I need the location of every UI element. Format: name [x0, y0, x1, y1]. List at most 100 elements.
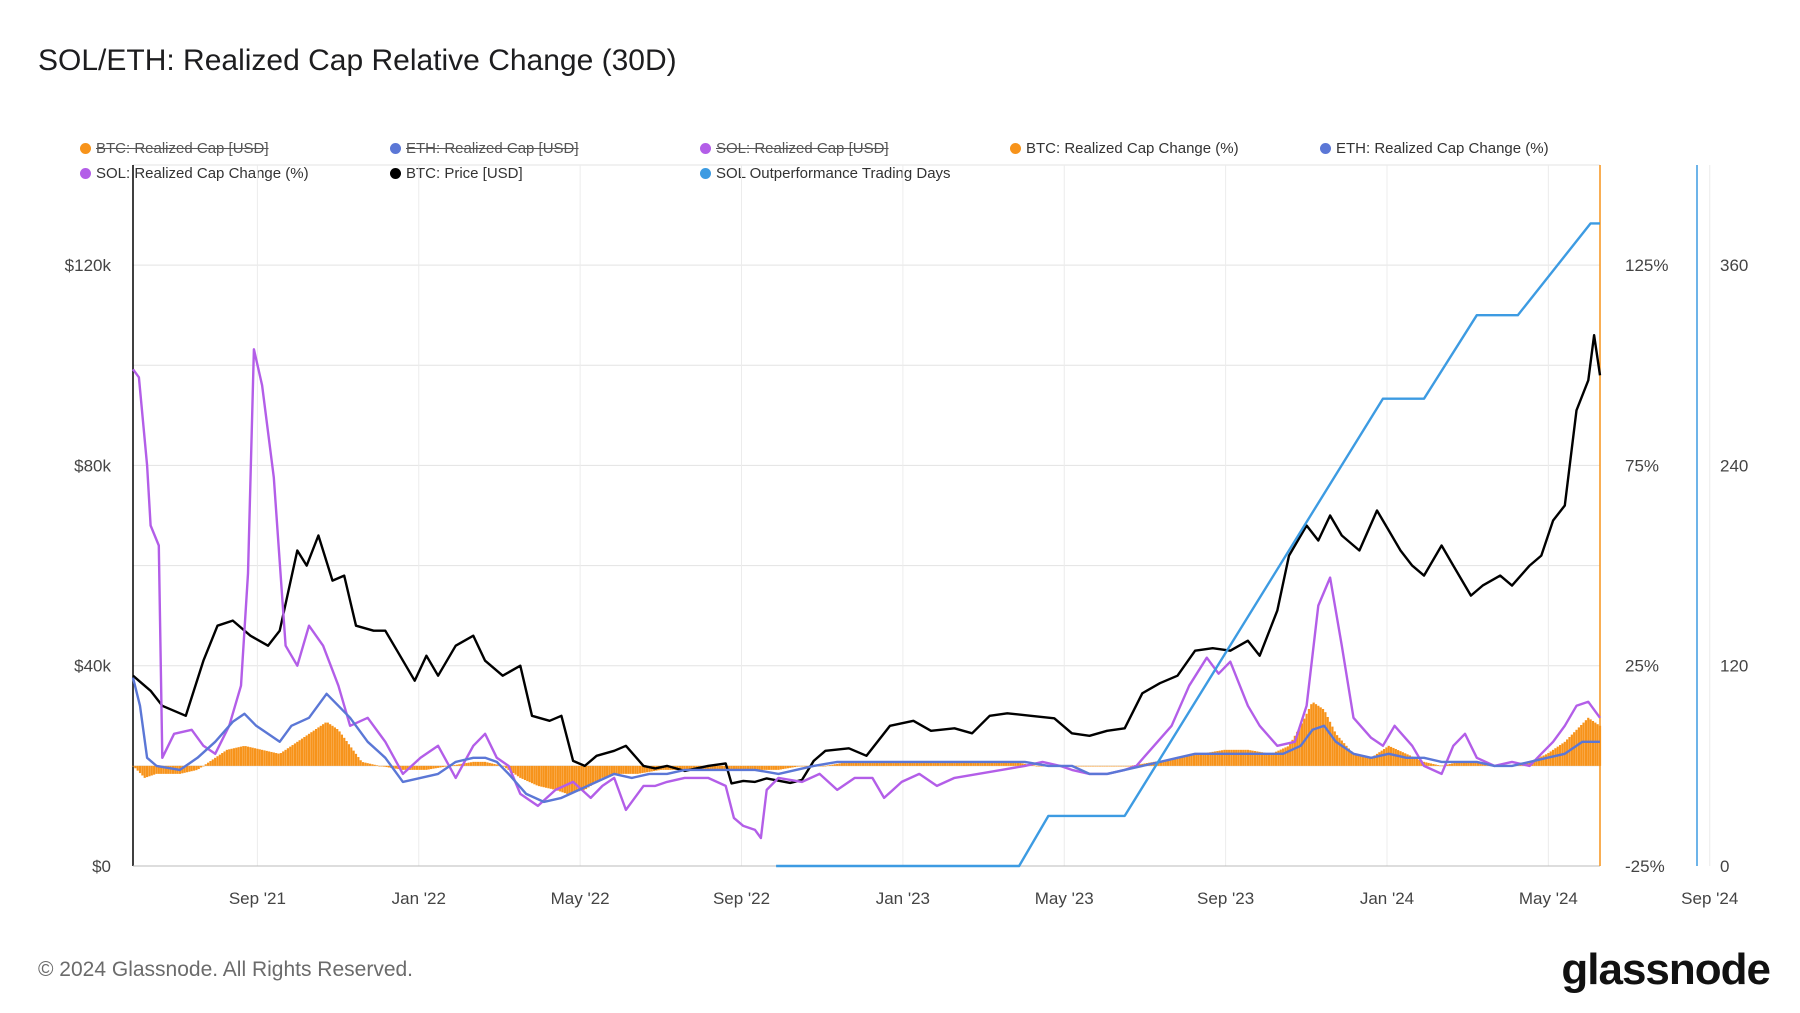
bar: [336, 729, 339, 766]
bar: [643, 765, 646, 773]
bar: [1340, 740, 1343, 766]
bar: [545, 765, 548, 788]
bar: [406, 765, 409, 770]
bar: [904, 761, 907, 766]
legend-item[interactable]: SOL: Realized Cap [USD]: [700, 140, 889, 157]
bar: [667, 765, 670, 770]
bar: [1319, 707, 1322, 766]
bar: [1258, 751, 1261, 766]
bar: [664, 765, 667, 770]
bar: [1190, 755, 1193, 766]
legend-item[interactable]: BTC: Price [USD]: [390, 165, 523, 182]
bar: [549, 765, 552, 789]
bar: [1284, 747, 1287, 766]
bar: [347, 744, 351, 766]
bar: [160, 765, 163, 774]
bar: [615, 765, 618, 775]
bar: [225, 749, 228, 766]
bar: [153, 765, 156, 775]
bar: [1350, 751, 1353, 766]
bar: [1103, 765, 1106, 767]
bar: [1347, 748, 1350, 766]
bar: [1181, 757, 1184, 766]
x-tick-label: Jan '22: [392, 889, 446, 908]
bar: [357, 757, 360, 766]
bar: [1596, 724, 1599, 766]
bar: [1373, 755, 1376, 766]
bar: [303, 737, 306, 766]
bar: [857, 761, 860, 766]
legend-item[interactable]: BTC: Realized Cap [USD]: [80, 140, 269, 157]
bar: [199, 765, 203, 768]
bar: [1338, 737, 1341, 766]
bar: [523, 765, 527, 781]
bar: [1326, 716, 1329, 766]
bar: [739, 765, 743, 770]
bar: [1462, 761, 1465, 766]
y-right-pct-tick-label: 75%: [1625, 456, 1659, 475]
bar: [286, 748, 290, 766]
bar: [899, 761, 902, 766]
bar: [542, 765, 545, 788]
bar: [1131, 765, 1135, 767]
legend-item[interactable]: ETH: Realized Cap [USD]: [390, 140, 579, 157]
bar: [1211, 751, 1214, 766]
bar: [202, 765, 205, 767]
bar: [547, 765, 550, 789]
bar: [627, 765, 630, 774]
bar: [552, 765, 555, 790]
series-line: [131, 677, 1600, 804]
bar: [584, 765, 588, 790]
bar: [138, 765, 142, 774]
bar: [1357, 754, 1360, 766]
bar: [383, 765, 386, 767]
bar: [145, 765, 149, 778]
chart-legend: BTC: Realized Cap [USD] ETH: Realized Cap…: [80, 140, 1640, 190]
bar: [1082, 765, 1085, 767]
bar: [1479, 762, 1482, 766]
y-left-tick-label: $80k: [74, 456, 111, 475]
bar: [819, 765, 822, 767]
bar: [932, 761, 935, 766]
bar: [1404, 753, 1407, 766]
bar: [864, 761, 867, 766]
bar: [195, 765, 198, 771]
bar: [1432, 763, 1435, 766]
bar: [331, 725, 334, 766]
bar: [685, 765, 689, 770]
bar: [1382, 749, 1386, 766]
bar: [223, 751, 226, 766]
legend-label: ETH: Realized Cap [USD]: [406, 140, 579, 157]
legend-item[interactable]: BTC: Realized Cap Change (%): [1010, 140, 1239, 157]
bar: [617, 765, 620, 775]
bar: [1293, 735, 1296, 766]
bar: [986, 761, 989, 766]
y-right-days-tick-label: 0: [1720, 857, 1729, 876]
bar: [1122, 765, 1125, 767]
bar: [1401, 752, 1404, 766]
legend-item[interactable]: SOL Outperformance Trading Days: [700, 165, 951, 182]
bar: [798, 765, 801, 767]
bar: [962, 761, 966, 766]
bar: [1138, 764, 1142, 766]
bar: [608, 765, 611, 777]
bar: [1307, 708, 1311, 766]
bar: [1296, 731, 1299, 766]
bar: [420, 765, 423, 770]
bar: [340, 734, 344, 766]
bar: [418, 765, 421, 770]
legend-item[interactable]: ETH: Realized Cap Change (%): [1320, 140, 1549, 157]
bar: [577, 765, 581, 792]
bar: [1077, 765, 1081, 767]
bar: [1389, 746, 1393, 766]
bar: [366, 763, 369, 766]
bar: [1455, 762, 1458, 766]
bar: [718, 765, 721, 770]
bar: [1277, 750, 1280, 766]
legend-item[interactable]: SOL: Realized Cap Change (%): [80, 165, 309, 182]
x-tick-label: Sep '23: [1197, 889, 1254, 908]
bar: [556, 765, 559, 791]
bar: [721, 765, 724, 770]
series-sol-realized-cap-change-: [132, 348, 1601, 840]
bar: [444, 765, 447, 767]
